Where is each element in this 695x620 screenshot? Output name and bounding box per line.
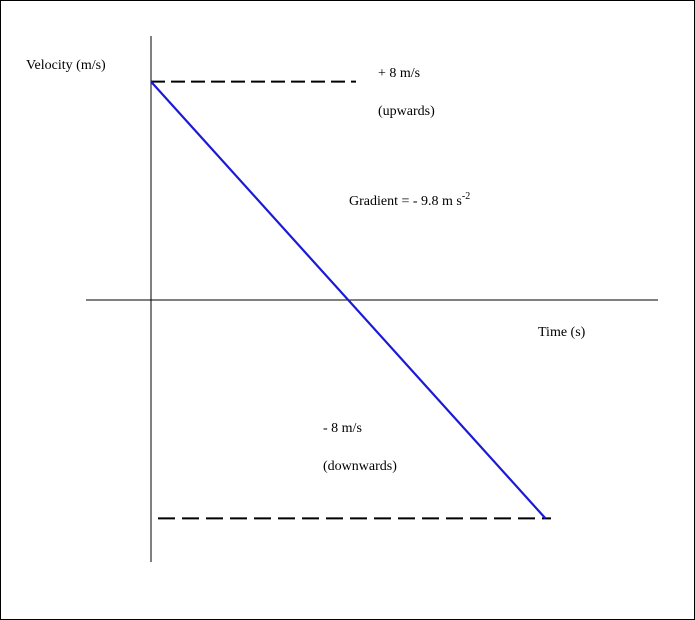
bottom-direction-annotation: (downwards) [323,459,397,474]
gradient-annotation: Gradient = - 9.8 m s-2 [349,191,471,210]
y-axis-label: Velocity (m/s) [26,58,106,73]
x-axis-label: Time (s) [538,325,586,340]
bottom-value-annotation: - 8 m/s [323,421,362,436]
top-value-annotation: + 8 m/s [378,66,421,81]
velocity-line [150,80,547,520]
top-direction-annotation: (upwards) [378,104,435,119]
gradient-text: Gradient = - 9.8 m s [349,194,462,209]
gradient-exponent: -2 [461,191,471,202]
